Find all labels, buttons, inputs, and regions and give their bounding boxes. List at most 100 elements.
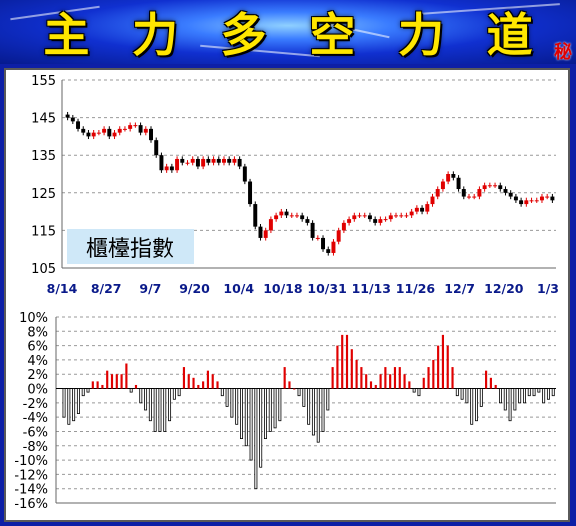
candle-body bbox=[467, 196, 471, 198]
negative-bar bbox=[546, 388, 550, 400]
candle-body bbox=[107, 128, 112, 137]
positive-bar bbox=[125, 363, 128, 389]
candle-body bbox=[477, 189, 482, 197]
title-char: 道 bbox=[486, 8, 533, 62]
candle-body bbox=[289, 215, 294, 217]
y-tick-label: 125 bbox=[31, 187, 56, 202]
candle-body bbox=[133, 125, 138, 127]
candle-body bbox=[326, 249, 331, 253]
negative-bar bbox=[225, 388, 229, 407]
positive-bar bbox=[350, 349, 353, 389]
candle-body bbox=[508, 192, 513, 197]
negative-bar bbox=[542, 388, 546, 404]
positive-bar bbox=[369, 381, 373, 389]
positive-bar bbox=[187, 374, 190, 389]
negative-bar bbox=[139, 388, 143, 404]
positive-bar bbox=[216, 381, 219, 389]
positive-bar bbox=[365, 374, 368, 389]
title-char: 主 bbox=[43, 8, 90, 62]
candle-body bbox=[321, 237, 326, 250]
negative-bar bbox=[62, 388, 66, 418]
negative-bar bbox=[297, 388, 301, 397]
negative-bar bbox=[311, 388, 315, 436]
candle-body bbox=[211, 158, 216, 163]
negative-bar bbox=[268, 388, 272, 432]
x-tick-label: 9/7 bbox=[139, 281, 161, 296]
x-tick-label: 12/7 bbox=[444, 281, 475, 296]
negative-bar bbox=[321, 388, 325, 432]
candle-body bbox=[347, 219, 352, 223]
negative-bar bbox=[240, 388, 243, 440]
negative-bar bbox=[508, 388, 512, 422]
candle-body bbox=[253, 204, 258, 227]
positive-bar bbox=[182, 367, 186, 389]
candle-body bbox=[159, 155, 164, 171]
candle-body bbox=[310, 222, 315, 238]
negative-bar bbox=[129, 388, 133, 393]
negative-bar bbox=[263, 388, 267, 440]
candle-body bbox=[430, 196, 435, 205]
candle-body bbox=[81, 128, 86, 133]
positive-bar bbox=[441, 334, 445, 389]
candle-body bbox=[143, 128, 148, 133]
candle-body bbox=[529, 200, 534, 202]
negative-bar bbox=[479, 388, 483, 407]
candle-body bbox=[284, 211, 289, 216]
negative-bar bbox=[148, 388, 152, 422]
positive-bar bbox=[398, 367, 401, 389]
candle-body bbox=[534, 200, 539, 202]
candle-body bbox=[493, 185, 498, 187]
y-tick-label: -2% bbox=[23, 397, 48, 412]
positive-bar bbox=[389, 374, 392, 389]
candle-body bbox=[336, 230, 341, 242]
negative-bar bbox=[254, 388, 258, 490]
x-tick-label: 9/20 bbox=[179, 281, 210, 296]
negative-bar bbox=[76, 388, 80, 414]
negative-bar bbox=[235, 388, 239, 425]
positive-bar bbox=[134, 384, 138, 389]
candle-body bbox=[76, 121, 81, 129]
candle-body bbox=[91, 132, 96, 137]
candle-body bbox=[352, 215, 357, 220]
candle-body bbox=[268, 219, 273, 231]
y-tick-label: 115 bbox=[31, 224, 56, 239]
positive-bar bbox=[345, 334, 349, 389]
candle-body bbox=[117, 128, 122, 133]
positive-bar bbox=[494, 384, 497, 389]
candle-body bbox=[456, 177, 461, 190]
y-tick-label: -6% bbox=[23, 425, 48, 440]
negative-bar bbox=[177, 388, 181, 397]
candle-body bbox=[472, 196, 477, 198]
candle-body bbox=[232, 158, 237, 163]
y-tick-label: 6% bbox=[27, 340, 48, 355]
negative-bar bbox=[86, 388, 90, 393]
candle-body bbox=[175, 158, 180, 171]
candle-body bbox=[294, 215, 299, 217]
negative-bar bbox=[230, 388, 234, 418]
negative-bar bbox=[412, 388, 416, 393]
positive-bar bbox=[192, 377, 195, 389]
negative-bar bbox=[172, 388, 176, 400]
candle-body bbox=[461, 189, 466, 197]
y-tick-label: -12% bbox=[14, 468, 48, 483]
candle-body bbox=[300, 215, 305, 220]
candle-body bbox=[112, 132, 117, 137]
candle-body bbox=[185, 162, 190, 164]
positive-bar bbox=[422, 377, 425, 389]
positive-bar bbox=[379, 374, 382, 389]
chart-panel bbox=[4, 68, 570, 522]
candle-body bbox=[70, 117, 75, 122]
positive-bar bbox=[489, 377, 492, 389]
page-title: 主 力 多 空 力 道 bbox=[0, 2, 576, 62]
negative-bar bbox=[499, 388, 502, 404]
negative-bar bbox=[417, 388, 421, 397]
negative-bar bbox=[168, 388, 172, 422]
candle-body bbox=[367, 215, 372, 220]
candle-body bbox=[195, 158, 200, 167]
negative-bar bbox=[220, 388, 224, 397]
candle-body bbox=[498, 185, 503, 190]
candle-body bbox=[373, 219, 378, 223]
negative-bar bbox=[518, 388, 522, 404]
candle-body bbox=[279, 211, 284, 216]
